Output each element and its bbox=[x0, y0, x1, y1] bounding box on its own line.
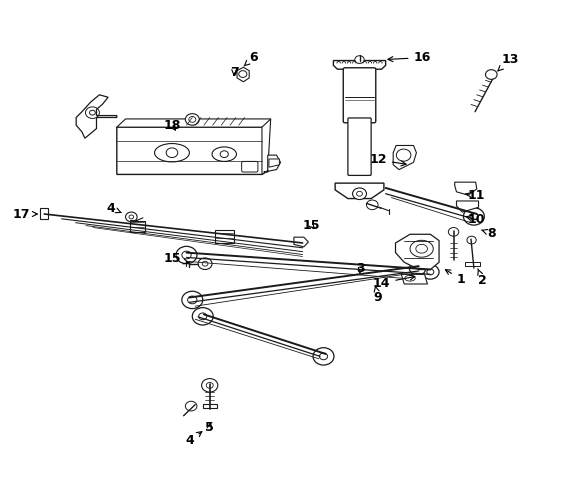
Text: 1: 1 bbox=[445, 270, 466, 286]
Circle shape bbox=[185, 114, 199, 125]
Text: 15: 15 bbox=[163, 252, 189, 265]
Ellipse shape bbox=[212, 147, 236, 161]
Polygon shape bbox=[117, 119, 271, 127]
Polygon shape bbox=[335, 183, 384, 198]
FancyBboxPatch shape bbox=[343, 68, 376, 123]
Polygon shape bbox=[455, 182, 477, 195]
Polygon shape bbox=[237, 67, 249, 82]
Text: 16: 16 bbox=[388, 51, 431, 64]
Text: 14: 14 bbox=[373, 275, 415, 289]
Text: 12: 12 bbox=[370, 153, 406, 166]
Polygon shape bbox=[294, 237, 308, 247]
FancyBboxPatch shape bbox=[130, 221, 145, 232]
Text: 5: 5 bbox=[205, 421, 214, 434]
FancyBboxPatch shape bbox=[242, 161, 258, 172]
Polygon shape bbox=[117, 127, 268, 174]
Polygon shape bbox=[203, 404, 217, 408]
Text: 8: 8 bbox=[481, 227, 496, 240]
Polygon shape bbox=[393, 146, 416, 169]
Text: 10: 10 bbox=[465, 213, 485, 226]
Circle shape bbox=[448, 227, 459, 236]
Text: 6: 6 bbox=[244, 51, 258, 66]
Text: 2: 2 bbox=[478, 269, 487, 287]
Text: 9: 9 bbox=[374, 286, 382, 304]
Circle shape bbox=[313, 348, 334, 365]
Polygon shape bbox=[402, 274, 427, 284]
FancyBboxPatch shape bbox=[215, 230, 233, 243]
Polygon shape bbox=[465, 262, 480, 266]
Circle shape bbox=[201, 378, 218, 392]
Text: 15: 15 bbox=[303, 219, 320, 232]
Circle shape bbox=[355, 56, 364, 63]
Polygon shape bbox=[264, 155, 281, 172]
Polygon shape bbox=[456, 201, 478, 212]
Circle shape bbox=[176, 246, 197, 264]
Circle shape bbox=[192, 308, 213, 325]
Polygon shape bbox=[40, 208, 48, 219]
Circle shape bbox=[353, 188, 367, 199]
Polygon shape bbox=[333, 60, 386, 69]
Text: 3: 3 bbox=[356, 262, 365, 275]
Text: 13: 13 bbox=[498, 53, 519, 71]
Polygon shape bbox=[76, 95, 117, 138]
Polygon shape bbox=[262, 119, 271, 174]
Circle shape bbox=[367, 200, 378, 210]
Circle shape bbox=[198, 258, 212, 270]
Circle shape bbox=[410, 262, 425, 275]
Circle shape bbox=[485, 70, 497, 79]
Text: 4: 4 bbox=[185, 432, 202, 447]
Circle shape bbox=[463, 208, 484, 225]
Text: 11: 11 bbox=[465, 189, 485, 202]
Text: 18: 18 bbox=[164, 119, 180, 132]
FancyBboxPatch shape bbox=[348, 118, 371, 175]
Polygon shape bbox=[396, 234, 439, 270]
Ellipse shape bbox=[155, 144, 189, 162]
Circle shape bbox=[467, 236, 476, 244]
Text: 4: 4 bbox=[107, 202, 121, 215]
Circle shape bbox=[126, 212, 137, 222]
Circle shape bbox=[421, 265, 439, 279]
Polygon shape bbox=[269, 159, 279, 167]
Text: 17: 17 bbox=[12, 208, 37, 221]
Circle shape bbox=[185, 401, 197, 411]
Text: 7: 7 bbox=[230, 66, 239, 78]
Circle shape bbox=[182, 291, 203, 309]
